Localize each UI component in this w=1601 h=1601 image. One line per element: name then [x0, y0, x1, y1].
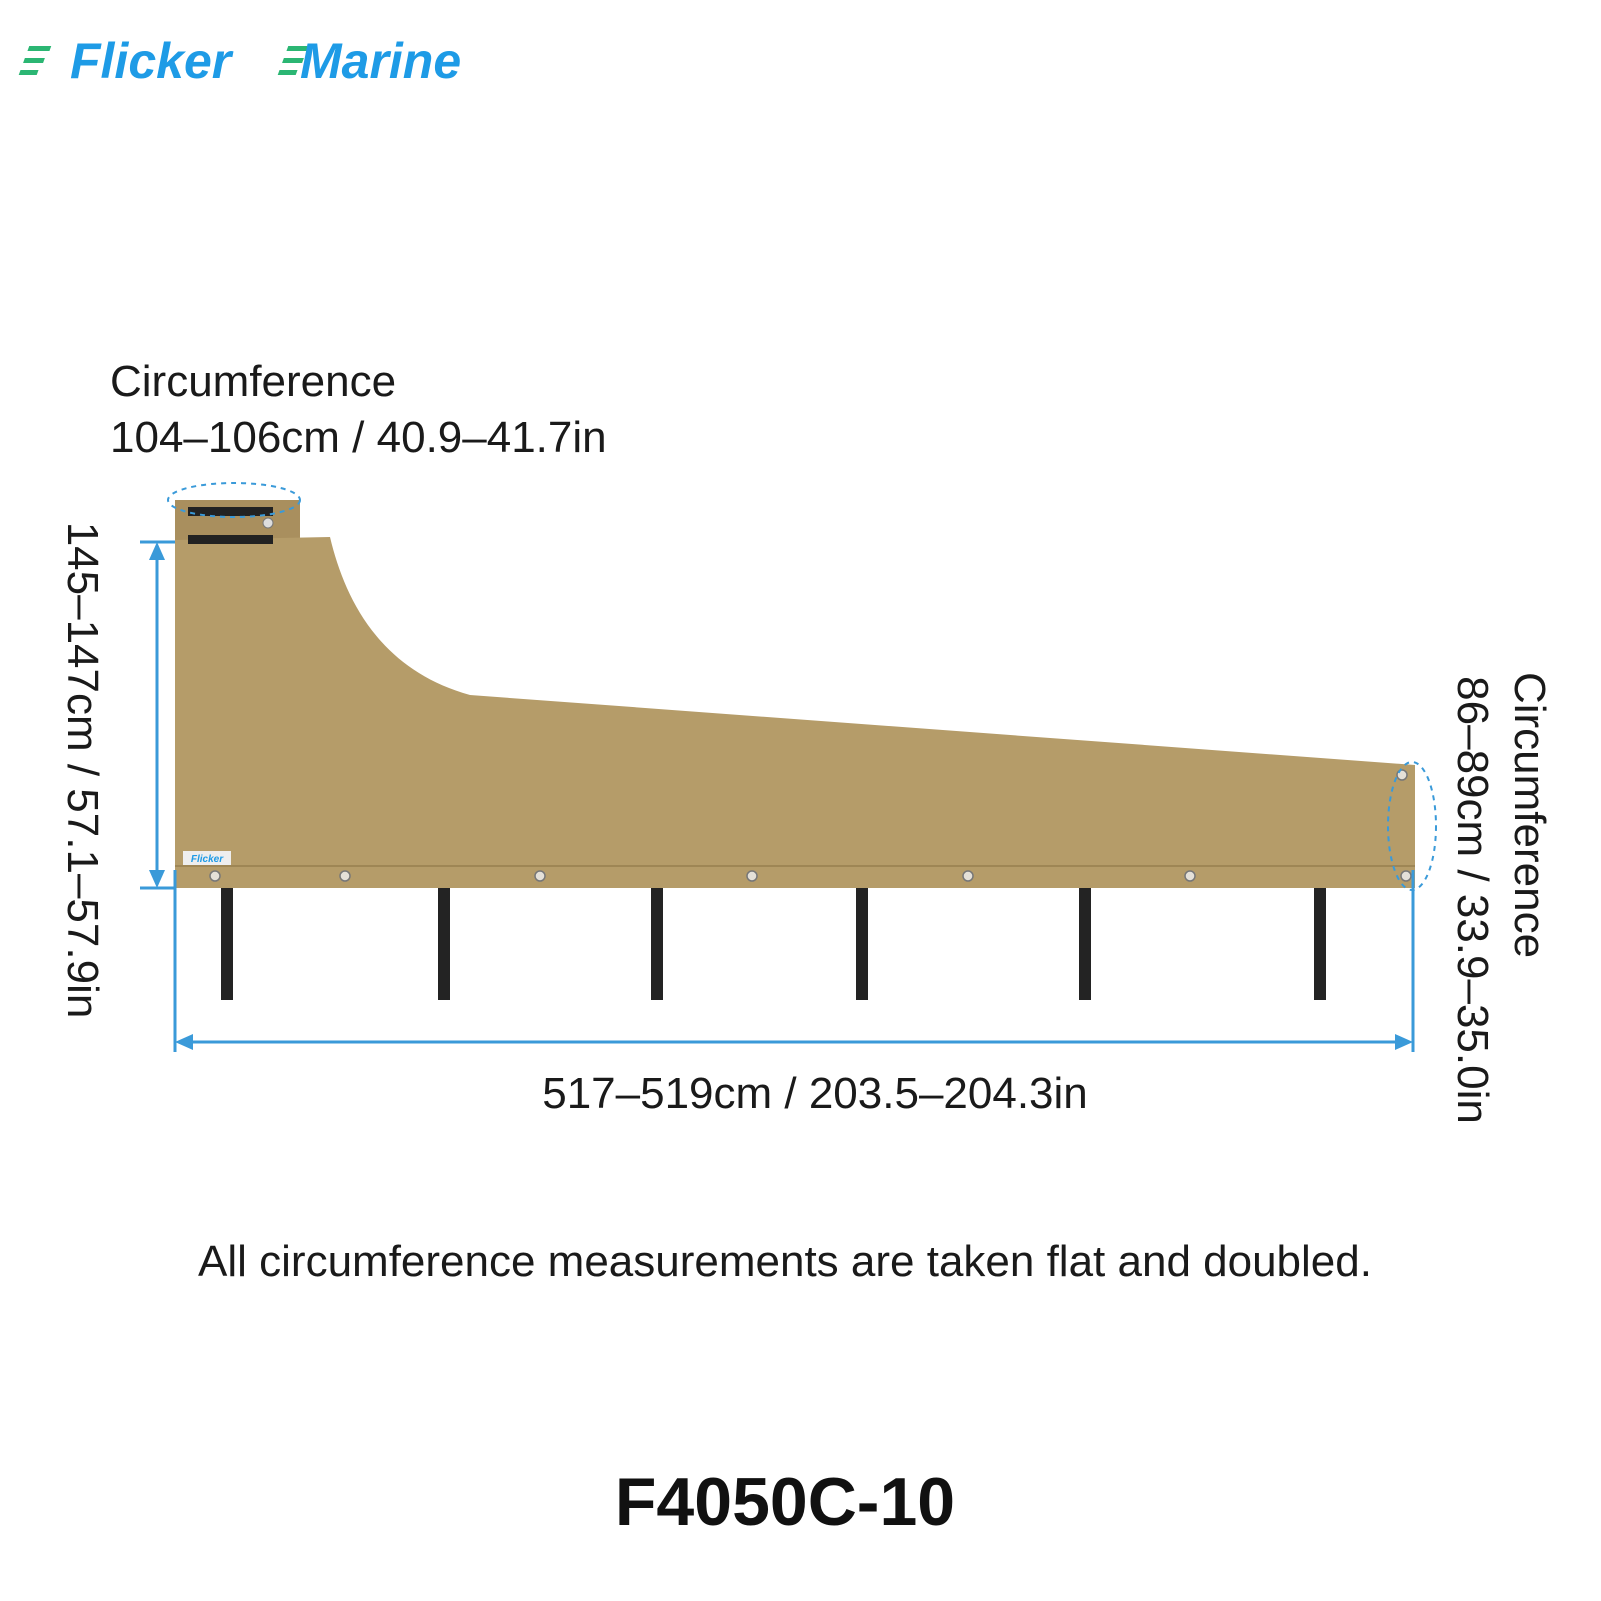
- patch-label: Flicker: [191, 854, 224, 865]
- model: F4050C-10: [615, 1464, 955, 1540]
- arrowheads: [149, 542, 1413, 1050]
- dimension-lines: [140, 482, 1437, 1052]
- top-circumference-title: Circumference: [110, 357, 396, 406]
- patch: [183, 851, 231, 865]
- note: All circumference measurements are taken…: [198, 1237, 1372, 1286]
- top-circumference-value: 104–106cm / 40.9–41.7in: [110, 413, 607, 462]
- height-label: 145–147cm / 57.1–57.9in: [58, 522, 107, 1019]
- right-circumference-value: 86–89cm / 33.9–35.0in: [1448, 676, 1497, 1124]
- logo-brand: Flicker: [70, 33, 234, 89]
- length-label: 517–519cm / 203.5–204.3in: [542, 1069, 1088, 1118]
- logo: Flicker Marine: [18, 33, 461, 89]
- sail-cover: Flicker: [175, 500, 1415, 1000]
- right-circumference-title: Circumference: [1505, 672, 1554, 958]
- logo-suffix: Marine: [300, 33, 461, 89]
